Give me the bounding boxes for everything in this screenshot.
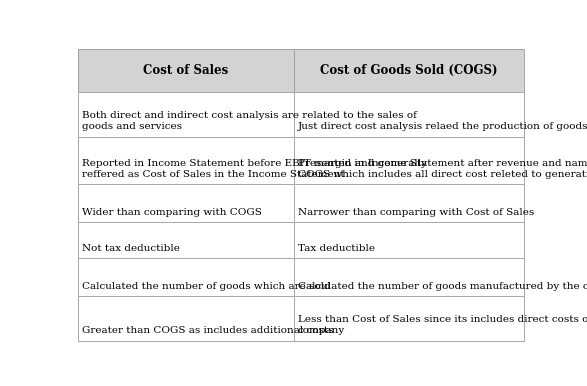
Bar — [78, 137, 294, 184]
Bar — [294, 137, 524, 184]
Text: Wider than comparing with COGS: Wider than comparing with COGS — [82, 208, 261, 217]
Bar — [78, 296, 294, 340]
Text: Tax deductible: Tax deductible — [298, 244, 375, 253]
Bar — [78, 184, 294, 222]
Bar — [78, 258, 294, 296]
Bar — [294, 137, 524, 184]
Text: Less than Cost of Sales since its includes direct costs of
company: Less than Cost of Sales since its includ… — [298, 315, 587, 335]
Text: Not tax deductible: Not tax deductible — [82, 244, 180, 253]
Bar — [78, 222, 294, 258]
Bar — [294, 222, 524, 258]
Text: Cost of Goods Sold (COGS): Cost of Goods Sold (COGS) — [320, 64, 498, 77]
Bar — [294, 258, 524, 296]
Bar — [78, 49, 294, 92]
Text: Just direct cost analysis relaed the production of goods: Just direct cost analysis relaed the pro… — [298, 122, 587, 131]
Text: Greater than COGS as includes additional costs: Greater than COGS as includes additional… — [82, 326, 333, 335]
Bar — [78, 137, 294, 184]
Bar — [294, 184, 524, 222]
Text: Presented in Income Statement after revenue and named as
COGS which includes all: Presented in Income Statement after reve… — [298, 159, 587, 179]
Bar — [78, 92, 294, 137]
Bar — [78, 222, 294, 258]
Text: Calculated the number of goods manufactured by the company: Calculated the number of goods manufactu… — [298, 282, 587, 291]
Bar — [78, 296, 294, 340]
Bar — [294, 49, 524, 92]
Bar — [294, 296, 524, 340]
Text: Reported in Income Statement before EBIT margin and generally
reffered as Cost o: Reported in Income Statement before EBIT… — [82, 159, 427, 179]
Bar — [294, 184, 524, 222]
Bar — [294, 222, 524, 258]
Text: Calculated the number of goods which are sold: Calculated the number of goods which are… — [82, 282, 330, 291]
Bar — [78, 184, 294, 222]
Bar — [78, 49, 294, 92]
Text: Narrower than comparing with Cost of Sales: Narrower than comparing with Cost of Sal… — [298, 208, 534, 217]
Bar — [294, 92, 524, 137]
Text: Both direct and indirect cost analysis are related to the sales of
goods and ser: Both direct and indirect cost analysis a… — [82, 111, 416, 131]
Bar — [294, 49, 524, 92]
Bar — [294, 296, 524, 340]
Text: Cost of Sales: Cost of Sales — [143, 64, 229, 77]
Bar — [294, 92, 524, 137]
Bar — [294, 258, 524, 296]
Bar — [78, 92, 294, 137]
Bar — [78, 258, 294, 296]
